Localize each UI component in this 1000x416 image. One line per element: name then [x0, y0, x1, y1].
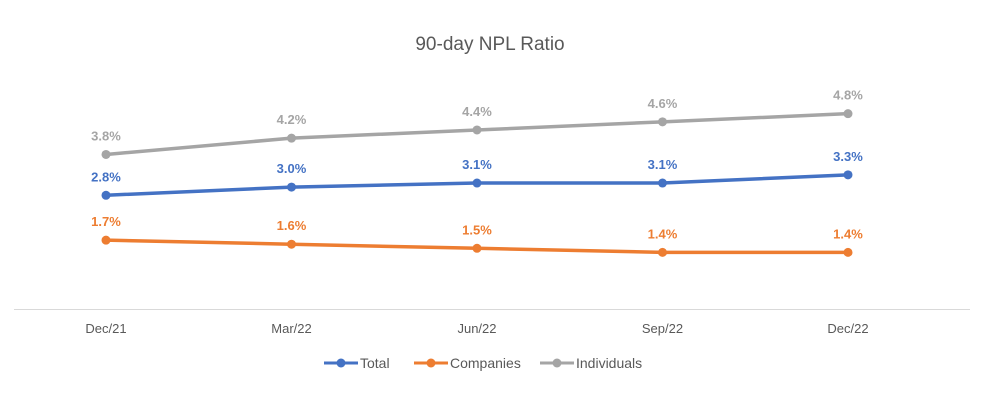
legend-label-companies: Companies	[450, 355, 521, 371]
data-label-companies: 1.4%	[648, 226, 678, 241]
legend-item-total: Total	[324, 355, 390, 371]
data-label-companies: 1.7%	[91, 214, 121, 229]
chart-title: 90-day NPL Ratio	[415, 34, 564, 55]
x-tick-label: Mar/22	[271, 321, 311, 336]
data-point-companies	[287, 239, 296, 249]
data-label-individuals: 4.8%	[833, 88, 863, 103]
data-point-total	[843, 170, 853, 180]
data-point-individuals	[843, 109, 853, 119]
data-label-total: 3.0%	[277, 161, 307, 176]
data-label-companies: 1.5%	[462, 222, 492, 237]
legend-marker-total	[336, 358, 346, 368]
legend-label-total: Total	[360, 355, 390, 371]
data-label-total: 3.1%	[648, 157, 678, 172]
x-tick-layer: Dec/21 Mar/22 Jun/22 Sep/22 Dec/22	[85, 321, 868, 336]
legend: Total Companies Individuals	[324, 355, 642, 371]
data-point-total	[658, 178, 667, 188]
data-point-total	[101, 190, 111, 200]
data-label-total: 3.1%	[462, 157, 492, 172]
x-tick-label: Dec/21	[85, 321, 126, 336]
legend-item-companies: Companies	[414, 355, 521, 371]
data-label-companies: 1.6%	[277, 218, 307, 233]
series-layer	[101, 109, 853, 257]
data-label-layer: 2.8% 3.0% 3.1% 3.1% 3.3% 1.7% 1.6% 1.5% 1.4% 1.4%…	[91, 88, 863, 242]
data-label-individuals: 4.2%	[277, 112, 307, 127]
data-label-companies: 1.4%	[833, 226, 863, 241]
data-label-total: 2.8%	[91, 169, 121, 184]
data-point-individuals	[101, 149, 111, 159]
data-point-total	[287, 182, 296, 192]
data-point-companies	[658, 247, 667, 257]
data-point-individuals	[658, 117, 667, 127]
data-point-companies	[472, 243, 482, 253]
x-tick-label: Jun/22	[457, 321, 496, 336]
data-label-individuals: 4.6%	[648, 96, 678, 111]
data-point-companies	[101, 235, 111, 245]
legend-label-individuals: Individuals	[576, 355, 642, 371]
legend-marker-companies	[426, 358, 436, 368]
x-tick-label: Sep/22	[642, 321, 683, 336]
legend-marker-individuals	[552, 358, 562, 368]
data-point-companies	[843, 247, 853, 257]
legend-item-individuals: Individuals	[540, 355, 642, 371]
data-point-individuals	[472, 125, 482, 135]
data-point-individuals	[287, 133, 296, 143]
x-tick-label: Dec/22	[827, 321, 868, 336]
data-label-total: 3.3%	[833, 149, 863, 164]
data-label-individuals: 3.8%	[91, 128, 121, 143]
data-point-total	[472, 178, 482, 188]
data-label-individuals: 4.4%	[462, 104, 492, 119]
